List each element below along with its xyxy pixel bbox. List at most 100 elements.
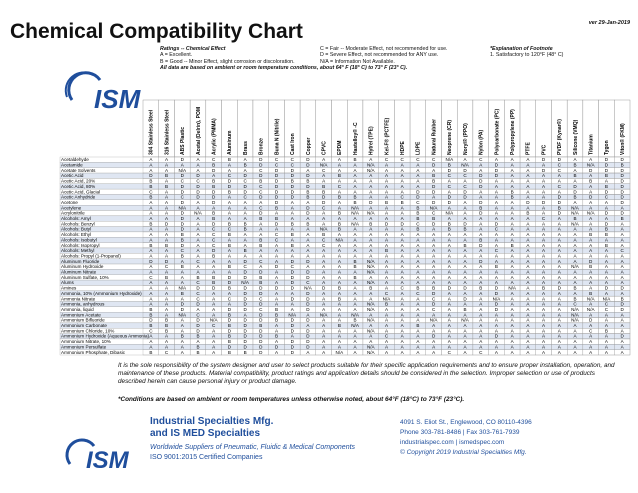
rating-cell: A (354, 163, 358, 168)
rating-cell: N/A (367, 307, 376, 312)
rating-cell: A (479, 275, 483, 280)
rating-cell: N/A (320, 312, 329, 317)
rating-cell: A (354, 280, 358, 285)
rating-cell: D (495, 221, 499, 226)
rating-cell: C (401, 286, 405, 291)
rating-cell: A (354, 286, 358, 291)
rating-cell: B (448, 227, 451, 232)
rating-cell: A (448, 291, 452, 296)
rating-cell: N/A (587, 163, 596, 168)
rating-cell: A (181, 275, 185, 280)
rating-cell: A (196, 157, 200, 162)
rating-cell: A (322, 157, 326, 162)
rating-cell: C (322, 168, 326, 173)
rating-cell: N/A (367, 211, 376, 216)
rating-cell: A (542, 173, 546, 178)
rating-cell: A (385, 232, 389, 237)
rating-cell: B (605, 328, 608, 333)
rating-cell: B (275, 312, 278, 317)
rating-cell: A (165, 286, 169, 291)
rating-cell: D (196, 195, 200, 200)
rating-cell: B (228, 243, 231, 248)
rating-cell: A (322, 253, 326, 258)
rating-cell: A (589, 248, 593, 253)
rating-cell: A (181, 280, 185, 285)
rating-cell: C (212, 243, 216, 248)
rating-cell: A (212, 173, 216, 178)
rating-cell: A (212, 205, 216, 210)
rating-cell: A (558, 270, 562, 275)
rating-cell: B (275, 318, 278, 323)
rating-cell: A (605, 280, 609, 285)
rating-cell: B (605, 184, 608, 189)
column-header: Aluminum (227, 130, 233, 155)
rating-cell: A (542, 280, 546, 285)
rating-cell: D (181, 200, 185, 205)
rating-cell: N/A (367, 259, 376, 264)
rating-cell: A (448, 280, 452, 285)
rating-cell: A (149, 296, 153, 301)
rating-cell: A (542, 270, 546, 275)
rating-cell: A (196, 227, 200, 232)
rating-cell: B (212, 211, 215, 216)
rating-cell: N/A (367, 163, 376, 168)
rating-cell: A (511, 221, 515, 226)
rating-cell: A (196, 168, 200, 173)
rating-cell: B (511, 195, 514, 200)
rating-cell: B (259, 216, 262, 221)
rating-cell: D (259, 163, 263, 168)
rating-cell: A (464, 280, 468, 285)
column-header: Polypropylene (PP) (510, 109, 516, 155)
rating-cell: A (416, 173, 420, 178)
rating-cell: A (369, 157, 373, 162)
rating-cell: D (620, 286, 624, 291)
rating-cell: A (589, 189, 593, 194)
rating-cell: A (385, 205, 389, 210)
rating-cell: D (291, 184, 295, 189)
rating-cell: D (432, 189, 436, 194)
rating-cell: A (464, 291, 468, 296)
rating-cell: A (196, 253, 200, 258)
rating-cell: D (291, 173, 295, 178)
rating-cell: B (149, 243, 152, 248)
rating-cell: A (605, 275, 609, 280)
rating-cell: A (416, 179, 420, 184)
rating-cell: A (275, 280, 279, 285)
column-header: Cast Iron (290, 133, 296, 155)
rating-cell: B (181, 253, 184, 258)
rating-cell: A (338, 232, 342, 237)
rating-cell: C (275, 232, 279, 237)
rating-cell: A (464, 253, 468, 258)
rating-cell: D (291, 195, 295, 200)
rating-cell: A (511, 253, 515, 258)
rating-cell: N/A (571, 211, 580, 216)
rating-cell: D (306, 163, 310, 168)
rating-cell: A (244, 200, 248, 205)
rating-cell: D (181, 243, 185, 248)
rating-cell: A (275, 227, 279, 232)
rating-cell: A (448, 205, 452, 210)
rating-cell: A (464, 270, 468, 275)
rating-cell: A (589, 227, 593, 232)
rating-cell: D (558, 200, 562, 205)
rating-cell: D (149, 259, 153, 264)
rating-cell: A (605, 205, 609, 210)
rating-cell: B (354, 264, 357, 269)
row-label: Aluminum Fluoride (61, 259, 100, 264)
rating-cell: A (526, 179, 530, 184)
rating-cell: C (385, 291, 389, 296)
rating-cell: B (479, 237, 482, 242)
rating-cell: A (511, 205, 515, 210)
rating-cell: D (479, 211, 483, 216)
rating-cell: A (542, 253, 546, 258)
rating-cell: A (448, 259, 452, 264)
rating-cell: A (401, 237, 405, 242)
rating-cell: A (479, 270, 483, 275)
rating-cell: D (605, 163, 609, 168)
rating-cell: B (432, 216, 435, 221)
rating-cell: B (244, 221, 247, 226)
rating-cell: A (196, 264, 200, 269)
rating-cell: A (542, 179, 546, 184)
rating-cell: A (589, 243, 593, 248)
rating-cell: B (354, 157, 357, 162)
